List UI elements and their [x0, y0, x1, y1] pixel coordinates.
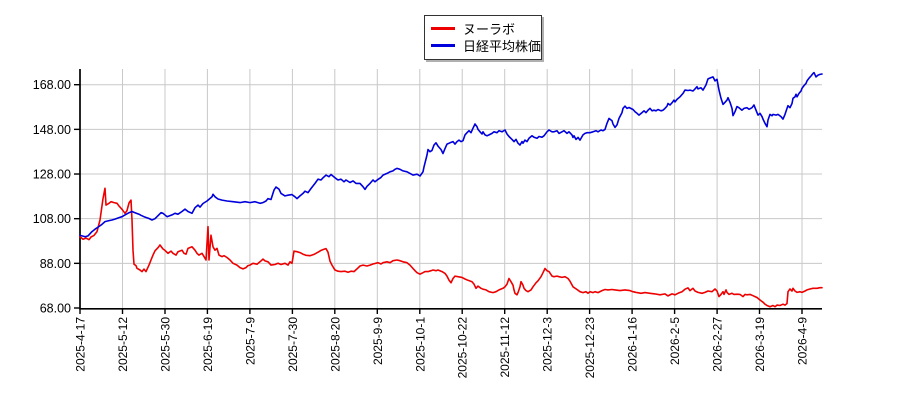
x-tick-label: 2025-10-1 — [413, 317, 427, 372]
x-tick-label: 2025-5-30 — [159, 317, 173, 372]
y-tick-label: 108.00 — [33, 212, 71, 226]
axes — [74, 69, 822, 314]
x-tick-label: 2025-12-23 — [583, 317, 597, 379]
series-lines — [79, 71, 823, 308]
legend-red-line-swatch — [431, 27, 455, 30]
axis-lines — [79, 69, 822, 310]
x-tick-label: 2025-4-17 — [74, 317, 88, 372]
series-line-0 — [79, 187, 823, 308]
x-tick-label: 2025-7-30 — [286, 317, 300, 372]
legend: ヌーラボ 日経平均株価 — [424, 15, 542, 60]
legend-label-nikkei: 日経平均株価 — [463, 39, 542, 54]
x-tick-label: 2025-10-22 — [456, 317, 470, 379]
x-tick-label: 2025-8-20 — [328, 317, 342, 372]
legend-label-nulab: ヌーラボ — [463, 22, 516, 37]
y-tick-label: 148.00 — [33, 123, 71, 137]
x-tick-label: 2026-1-16 — [626, 317, 640, 372]
legend-item-nikkei: 日経平均株価 — [431, 37, 541, 54]
x-tick-label: 2026-2-5 — [668, 317, 682, 365]
x-tick-label: 2026-3-19 — [753, 317, 767, 372]
legend-item-nulab: ヌーラボ — [431, 20, 533, 37]
y-tick-label: 88.00 — [40, 257, 71, 271]
x-tick-label: 2025-9-9 — [371, 317, 385, 365]
y-axis-tick-labels: 68.00 88.00 108.00 128.00 148.00 168.00 — [33, 78, 71, 315]
x-axis-tick-labels: 2025-4-17 2025-5-12 2025-5-30 2025-6-19 2025… — [74, 317, 810, 379]
x-tick-label: 2025-5-12 — [116, 317, 130, 372]
y-tick-label: 68.00 — [40, 302, 71, 316]
y-tick-label: 128.00 — [33, 168, 71, 182]
gridlines — [80, 69, 822, 308]
x-tick-label: 2025-11-12 — [498, 317, 512, 378]
x-tick-label: 2025-6-19 — [201, 317, 215, 372]
x-tick-label: 2026-2-27 — [711, 317, 725, 372]
y-tick-label: 168.00 — [33, 78, 71, 92]
x-tick-label: 2025-7-9 — [243, 317, 257, 365]
legend-blue-line-swatch — [431, 44, 455, 47]
series-line-1 — [79, 71, 823, 238]
x-tick-label: 2025-12-3 — [541, 317, 555, 372]
x-tick-label: 2026-4-9 — [796, 317, 810, 365]
